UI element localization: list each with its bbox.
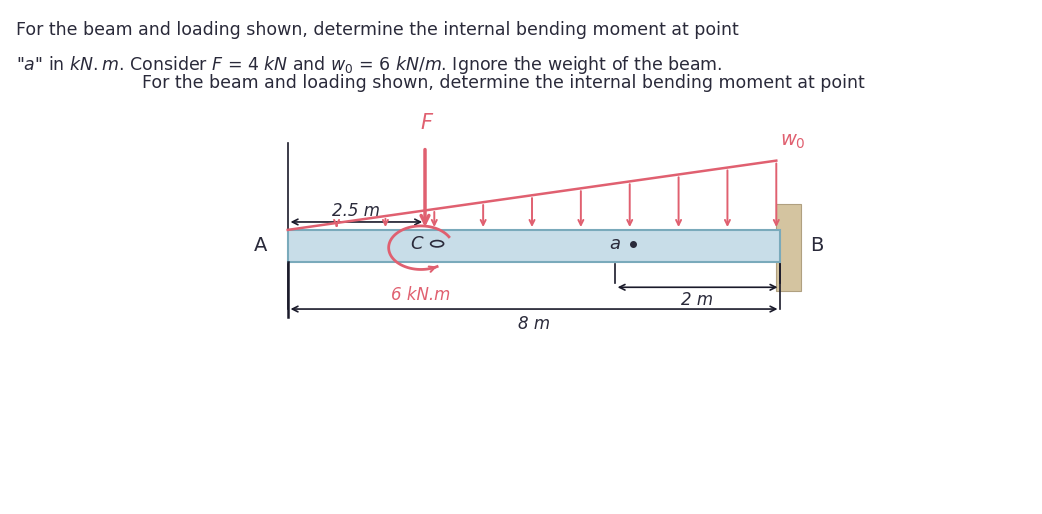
Bar xyxy=(288,230,780,262)
Text: 2.5 m: 2.5 m xyxy=(332,202,380,220)
Text: "$a$" in $kN.m$. Consider $F$ = 4 $kN$ and $w_0$ = 6 $kN/m$. Ignore the weight o: "$a$" in $kN.m$. Consider $F$ = 4 $kN$ a… xyxy=(16,54,722,76)
Text: For the beam and loading shown, determine the internal bending moment at point: For the beam and loading shown, determin… xyxy=(143,75,865,93)
Text: $a$: $a$ xyxy=(609,235,621,253)
Text: A: A xyxy=(254,236,268,255)
Text: $C$: $C$ xyxy=(410,235,424,253)
Text: $F$: $F$ xyxy=(420,113,435,133)
Text: 6 kN.m: 6 kN.m xyxy=(392,286,450,304)
Text: For the beam and loading shown, determine the internal bending moment at point: For the beam and loading shown, determin… xyxy=(16,21,739,39)
Text: $w_0$: $w_0$ xyxy=(780,132,807,151)
Bar xyxy=(776,204,800,291)
Text: 2 m: 2 m xyxy=(681,291,714,309)
Text: 8 m: 8 m xyxy=(518,315,550,333)
Text: B: B xyxy=(811,236,823,255)
